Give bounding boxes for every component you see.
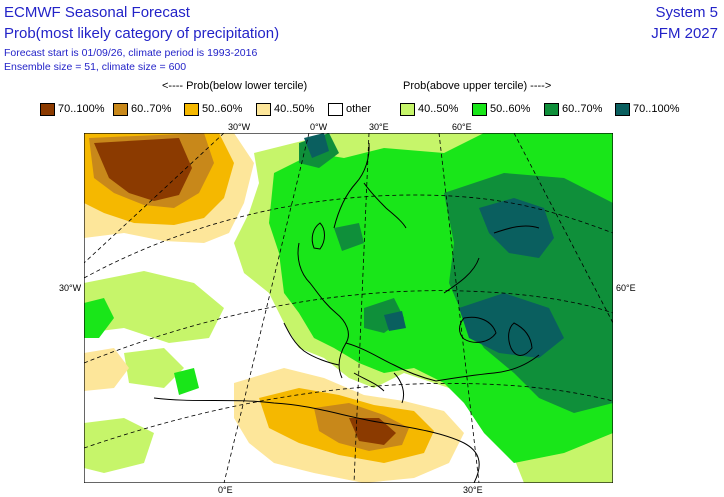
legend-below-heading: <---- Prob(below lower tercile) [162,80,308,92]
legend-swatch [256,102,271,116]
legend-item-label: 40..50% [274,103,315,115]
legend-item-label: 60..70% [562,103,603,115]
legend-item-label: 70..100% [633,103,680,115]
legend-item-above-50-60: 50..60% [472,102,530,116]
legend-item-above-60-70: 60..70% [544,102,602,116]
map-title: ECMWF Seasonal Forecast [4,4,190,21]
legend-item-above-70-100: 70..100% [615,102,679,116]
legend-item-other: other [328,102,371,116]
legend-swatch [544,102,559,116]
forecast-start-info: Forecast start is 01/09/26, climate peri… [4,47,258,59]
precipitation-probability-map [84,133,613,483]
below-70-100-regions [94,138,396,445]
legend-item-label: 60..70% [131,103,172,115]
map-subtitle: Prob(most likely category of precipitati… [4,25,280,42]
bottom-tick-30e: 30°E [463,485,483,495]
legend-swatch [400,102,415,116]
legend-swatch [472,102,487,116]
legend-swatch [113,102,128,116]
season-label: JFM 2027 [651,25,718,42]
ensemble-size-info: Ensemble size = 51, climate size = 600 [4,61,187,73]
legend-item-label: 70..100% [58,103,105,115]
top-tick-30w: 30°W [228,122,251,132]
legend-swatch [615,102,630,116]
legend-swatch [184,102,199,116]
top-tick-0w: 0°W [310,122,328,132]
above-60-70-regions [299,133,613,413]
legend-item-label: 50..60% [202,103,243,115]
legend-swatch [40,102,55,116]
legend-item-below-60-70: 60..70% [113,102,171,116]
top-tick-60e: 60°E [452,122,472,132]
top-tick-30e: 30°E [369,122,389,132]
legend-item-label: 50..60% [490,103,531,115]
legend-item-below-70-100: 70..100% [40,102,104,116]
coastlines [153,142,540,483]
bottom-tick-0e: 0°E [218,485,233,495]
system-label: System 5 [655,4,718,21]
right-tick-60e: 60°E [616,283,636,293]
graticule [84,133,613,483]
legend-item-above-40-50: 40..50% [400,102,458,116]
legend-item-below-40-50: 40..50% [256,102,314,116]
legend-item-below-50-60: 50..60% [184,102,242,116]
legend-above-heading: Prob(above upper tercile) ----> [403,80,552,92]
legend-item-label: other [346,103,372,115]
legend-swatch [328,102,343,116]
left-tick-30w: 30°W [59,283,82,293]
legend-item-label: 40..50% [418,103,459,115]
